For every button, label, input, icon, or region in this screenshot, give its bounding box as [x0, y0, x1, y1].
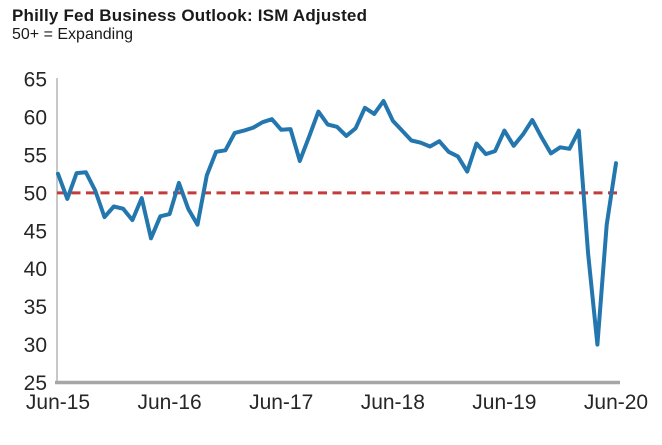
y-tick-label: 60: [24, 106, 47, 129]
y-tick-label: 35: [24, 296, 47, 319]
x-tick-label: Jun-19: [472, 391, 536, 414]
x-tick-label: Jun-18: [361, 391, 425, 414]
y-tick-label: 65: [24, 69, 47, 92]
chart-subtitle: 50+ = Expanding: [12, 26, 133, 43]
y-tick-label: 40: [24, 258, 47, 281]
y-tick-label: 25: [24, 372, 47, 395]
y-tick-label: 50: [24, 182, 47, 205]
y-tick-label: 30: [24, 334, 47, 357]
data-line: [56, 99, 618, 347]
y-tick-label: 45: [24, 220, 47, 243]
x-tick-label: Jun-17: [249, 391, 313, 414]
y-tick-label: 55: [24, 144, 47, 167]
x-tick-label: Jun-15: [26, 391, 90, 414]
chart-title: Philly Fed Business Outlook: ISM Adjuste…: [12, 6, 368, 25]
x-tick-label: Jun-20: [584, 391, 648, 414]
x-tick-label: Jun-16: [137, 391, 201, 414]
